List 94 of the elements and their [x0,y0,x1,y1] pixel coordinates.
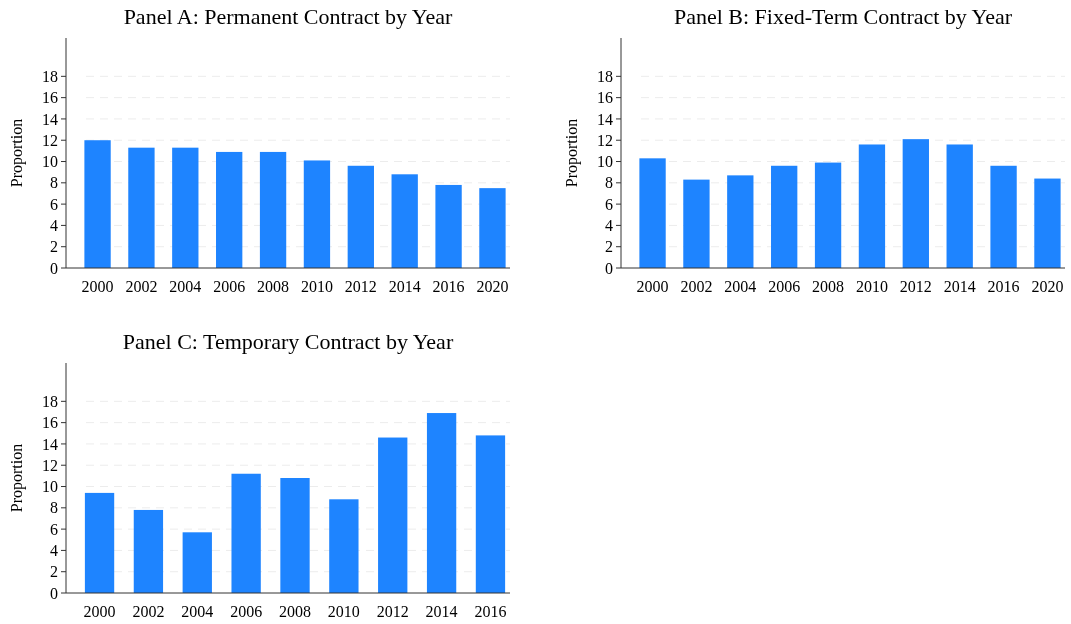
y-tick-label: 14 [597,110,613,128]
x-tick-label: 2012 [899,278,932,295]
bar [435,184,462,268]
bar [1034,178,1061,268]
x-tick-label: 2004 [169,278,202,295]
bar [426,413,457,593]
x-tick-label: 2016 [432,278,465,295]
y-tick-label: 2 [50,238,58,256]
bar [639,158,666,268]
bar [771,165,798,268]
bar [946,144,973,268]
bar [303,160,331,268]
x-tick-label: 2002 [125,278,158,295]
y-tick-label: 16 [597,89,613,107]
x-tick-label: 2010 [855,278,888,295]
y-tick-label: 18 [597,67,613,85]
x-tick-label: 2000 [636,278,669,295]
bar [84,140,111,268]
x-tick-label: 2020 [476,278,509,295]
x-tick-label: 2000 [81,278,114,295]
bar [280,478,310,593]
bar [902,139,929,268]
x-tick-label: 2012 [376,603,409,620]
y-axis-title: Proportion [563,118,581,188]
y-tick-label: 14 [42,435,58,453]
bar [727,175,754,268]
y-tick-label: 6 [605,195,613,213]
x-tick-label: 2008 [812,278,845,295]
bar [858,144,886,268]
x-tick-label: 2004 [181,603,214,620]
chart-title: Panel A: Permanent Contract by Year [123,4,454,29]
bar [128,147,155,268]
y-tick-label: 10 [42,153,58,171]
bar [216,151,243,268]
y-tick-label: 8 [50,499,58,517]
x-tick-label: 2014 [425,603,458,620]
bar [475,435,506,593]
x-tick-label: 2006 [768,278,801,295]
bar [182,532,212,593]
y-tick-label: 0 [50,259,58,277]
x-tick-label: 2010 [327,603,360,620]
x-tick-label: 2010 [300,278,333,295]
y-tick-label: 16 [42,414,58,432]
bar [231,473,261,593]
y-axis-title: Proportion [8,443,26,513]
bar [391,174,418,268]
bar [378,437,408,593]
y-tick-label: 18 [42,392,58,410]
y-tick-label: 8 [605,174,613,192]
x-tick-label: 2008 [257,278,290,295]
bar [133,509,164,593]
y-tick-label: 12 [42,131,58,149]
x-tick-label: 2008 [279,603,311,620]
y-tick-label: 14 [42,110,58,128]
y-tick-label: 10 [597,153,613,171]
y-tick-label: 0 [605,259,613,277]
x-tick-label: 2006 [213,278,246,295]
chart-title: Panel C: Temporary Contract by Year [122,329,454,354]
x-tick-label: 2014 [943,278,976,295]
y-tick-label: 0 [50,584,58,602]
x-tick-label: 2014 [388,278,421,295]
y-tick-label: 2 [605,238,613,256]
bar [814,162,842,268]
y-tick-label: 6 [50,520,58,538]
y-tick-label: 10 [42,478,58,496]
bar [990,165,1017,268]
x-tick-label: 2000 [83,603,116,620]
y-tick-label: 12 [42,456,58,474]
x-tick-label: 2016 [474,603,507,620]
x-tick-label: 2002 [680,278,713,295]
y-tick-label: 8 [50,174,58,192]
bar [683,179,710,268]
y-tick-label: 2 [50,563,58,581]
chart-title: Panel B: Fixed-Term Contract by Year [673,4,1013,29]
bar [347,165,374,268]
y-tick-label: 12 [597,131,613,149]
y-axis-title: Proportion [8,118,26,188]
x-tick-label: 2020 [1031,278,1064,295]
bar [84,492,115,593]
y-tick-label: 4 [605,217,613,235]
bar [259,151,287,268]
x-tick-label: 2004 [724,278,757,295]
y-tick-label: 6 [50,195,58,213]
x-tick-label: 2012 [344,278,377,295]
x-tick-label: 2002 [132,603,165,620]
bar [329,499,359,593]
y-tick-label: 18 [42,67,58,85]
y-tick-label: 4 [50,542,58,560]
x-tick-label: 2006 [230,603,263,620]
x-tick-label: 2016 [987,278,1020,295]
bar [172,147,199,268]
y-tick-label: 4 [50,217,58,235]
bar [479,188,506,268]
y-tick-label: 16 [42,89,58,107]
